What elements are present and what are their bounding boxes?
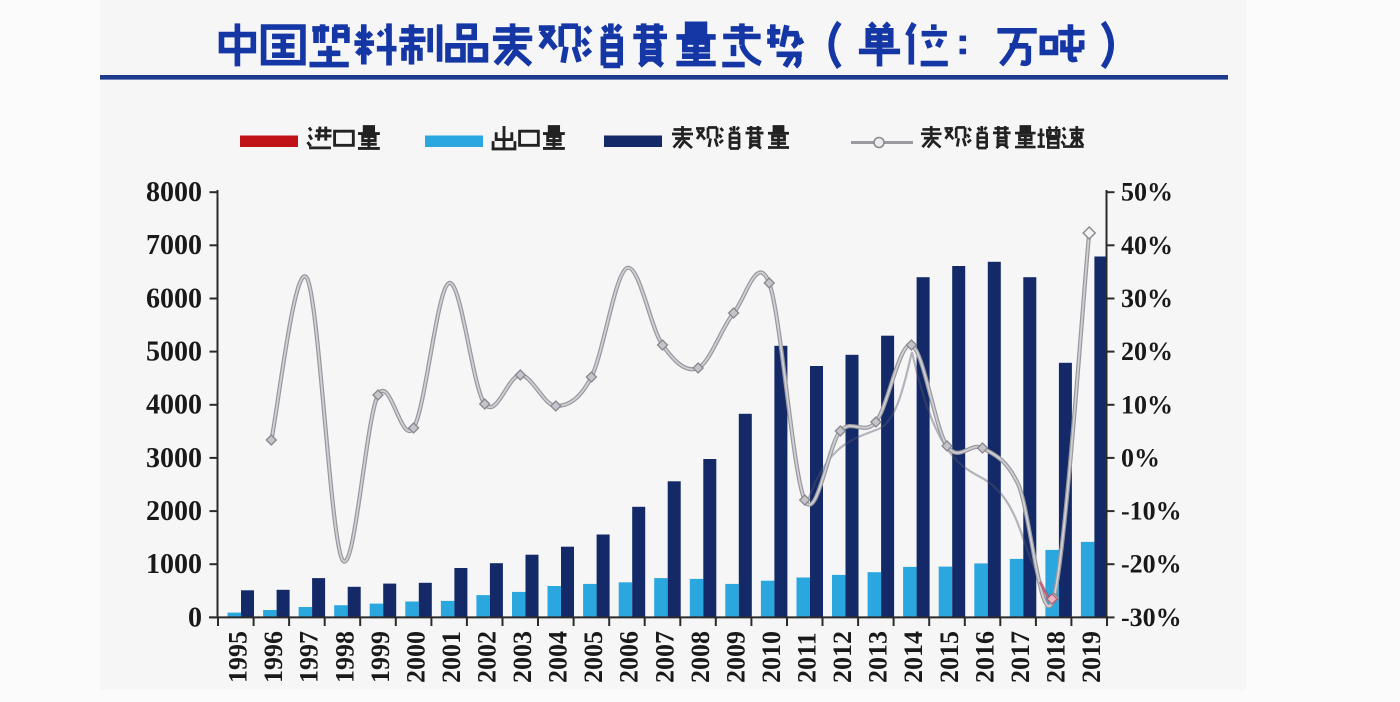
svg-text:2009: 2009 — [721, 631, 750, 683]
svg-text:2007: 2007 — [650, 631, 679, 683]
svg-text:-30%: -30% — [1121, 603, 1182, 632]
svg-text:1997: 1997 — [295, 631, 324, 683]
svg-text:1998: 1998 — [330, 631, 359, 683]
svg-text:2018: 2018 — [1042, 631, 1071, 683]
svg-text:2011: 2011 — [793, 632, 822, 683]
svg-text:2006: 2006 — [615, 631, 644, 683]
svg-text:2014: 2014 — [899, 631, 928, 683]
svg-text:2016: 2016 — [970, 631, 999, 683]
svg-text:2003: 2003 — [508, 631, 537, 683]
svg-text:1999: 1999 — [366, 631, 395, 683]
svg-text:2019: 2019 — [1077, 631, 1106, 683]
svg-text:1995: 1995 — [224, 631, 253, 683]
svg-text:7000: 7000 — [146, 230, 202, 261]
svg-text:3000: 3000 — [146, 443, 202, 474]
svg-text:2000: 2000 — [401, 631, 430, 683]
svg-text:1000: 1000 — [146, 549, 202, 580]
svg-text:-20%: -20% — [1121, 550, 1182, 579]
svg-text:10%: 10% — [1121, 390, 1173, 419]
svg-text:4000: 4000 — [146, 390, 202, 421]
svg-text:2008: 2008 — [686, 631, 715, 683]
svg-text:2005: 2005 — [579, 631, 608, 683]
svg-text:0%: 0% — [1121, 443, 1160, 472]
svg-text:1996: 1996 — [259, 631, 288, 683]
svg-text:2017: 2017 — [1006, 631, 1035, 683]
svg-text:5000: 5000 — [146, 337, 202, 368]
svg-text:6000: 6000 — [146, 283, 202, 314]
svg-text:20%: 20% — [1121, 337, 1173, 366]
svg-text:30%: 30% — [1121, 284, 1173, 313]
svg-text:0: 0 — [188, 602, 202, 633]
svg-text:2010: 2010 — [757, 631, 786, 683]
svg-text:2000: 2000 — [146, 496, 202, 527]
svg-text:2012: 2012 — [828, 631, 857, 683]
svg-text:2015: 2015 — [935, 631, 964, 683]
svg-text:40%: 40% — [1121, 231, 1173, 260]
svg-text:-10%: -10% — [1121, 497, 1182, 526]
svg-text:50%: 50% — [1121, 178, 1173, 207]
svg-text:2001: 2001 — [437, 631, 466, 683]
svg-text:2004: 2004 — [544, 631, 573, 683]
svg-text:2002: 2002 — [473, 631, 502, 683]
svg-text:2013: 2013 — [864, 631, 893, 683]
svg-text:8000: 8000 — [146, 177, 202, 208]
